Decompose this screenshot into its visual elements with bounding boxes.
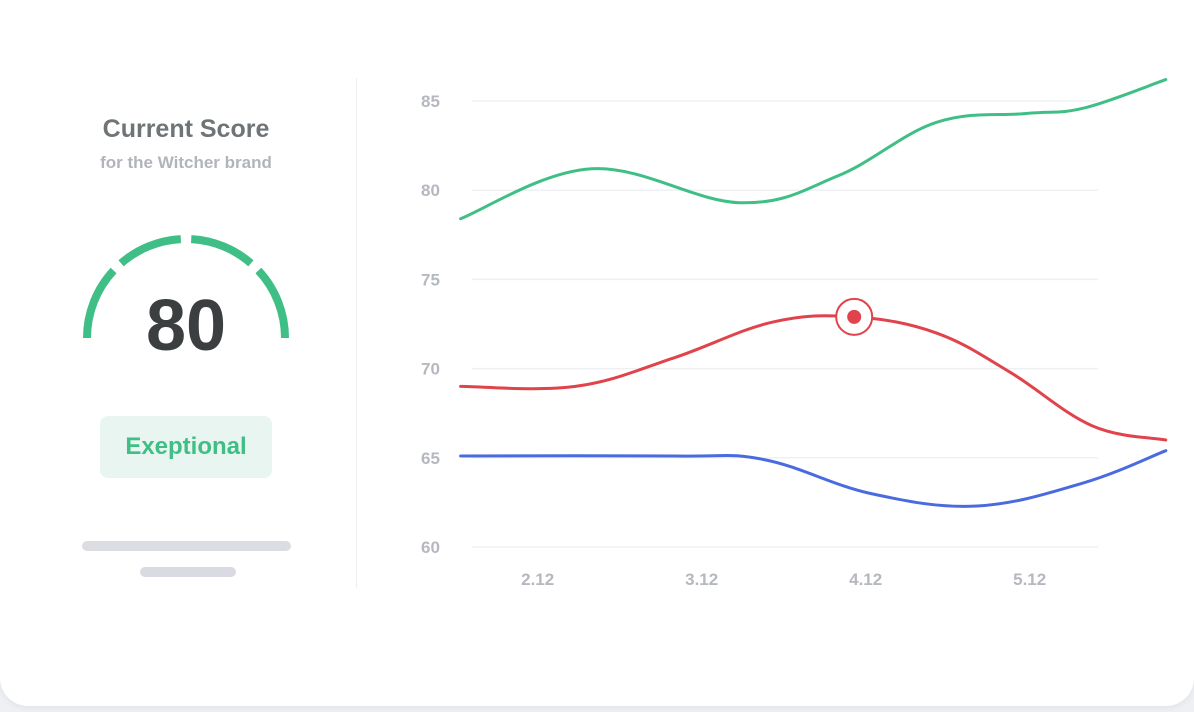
y-axis-ticks: 60 65 70 75 80 85 (421, 92, 440, 557)
highlight-point[interactable] (847, 309, 862, 324)
gauge-segment (190, 235, 254, 267)
score-gauge (83, 235, 289, 339)
series-line-1 (459, 78, 1168, 221)
y-tick-label: 65 (421, 449, 440, 468)
gauge-arcs (83, 235, 289, 339)
series-lines (459, 78, 1168, 508)
x-axis-ticks: 2.12 3.12 4.12 5.12 (521, 570, 1046, 589)
score-value: 80 (145, 286, 227, 366)
x-tick-label: 3.12 (685, 570, 718, 589)
gauge-segment (118, 235, 182, 267)
panel-divider (356, 78, 357, 588)
gauge-segment (83, 267, 117, 339)
rating-badge: Exeptional (100, 416, 272, 478)
score-title: Current Score (102, 115, 270, 143)
highlight-marker (835, 297, 874, 336)
x-tick-label: 5.12 (1013, 570, 1046, 589)
rating-label: Exeptional (125, 433, 247, 460)
gauge-segment (255, 267, 289, 339)
score-panel: Current Score for the Witcher brand 80 E… (0, 0, 356, 706)
y-tick-label: 85 (421, 92, 440, 111)
x-tick-label: 2.12 (521, 570, 554, 589)
score-subtitle: for the Witcher brand (100, 153, 272, 172)
placeholder-bar (82, 541, 291, 551)
placeholder-bar-short (140, 567, 236, 577)
grid-lines (472, 100, 1098, 548)
y-tick-label: 60 (421, 538, 440, 557)
y-tick-label: 75 (421, 270, 440, 289)
y-tick-label: 70 (421, 360, 440, 379)
x-tick-label: 4.12 (849, 570, 882, 589)
series-line-2 (459, 314, 1168, 442)
series-line-3 (459, 449, 1168, 508)
y-tick-label: 80 (421, 181, 440, 200)
